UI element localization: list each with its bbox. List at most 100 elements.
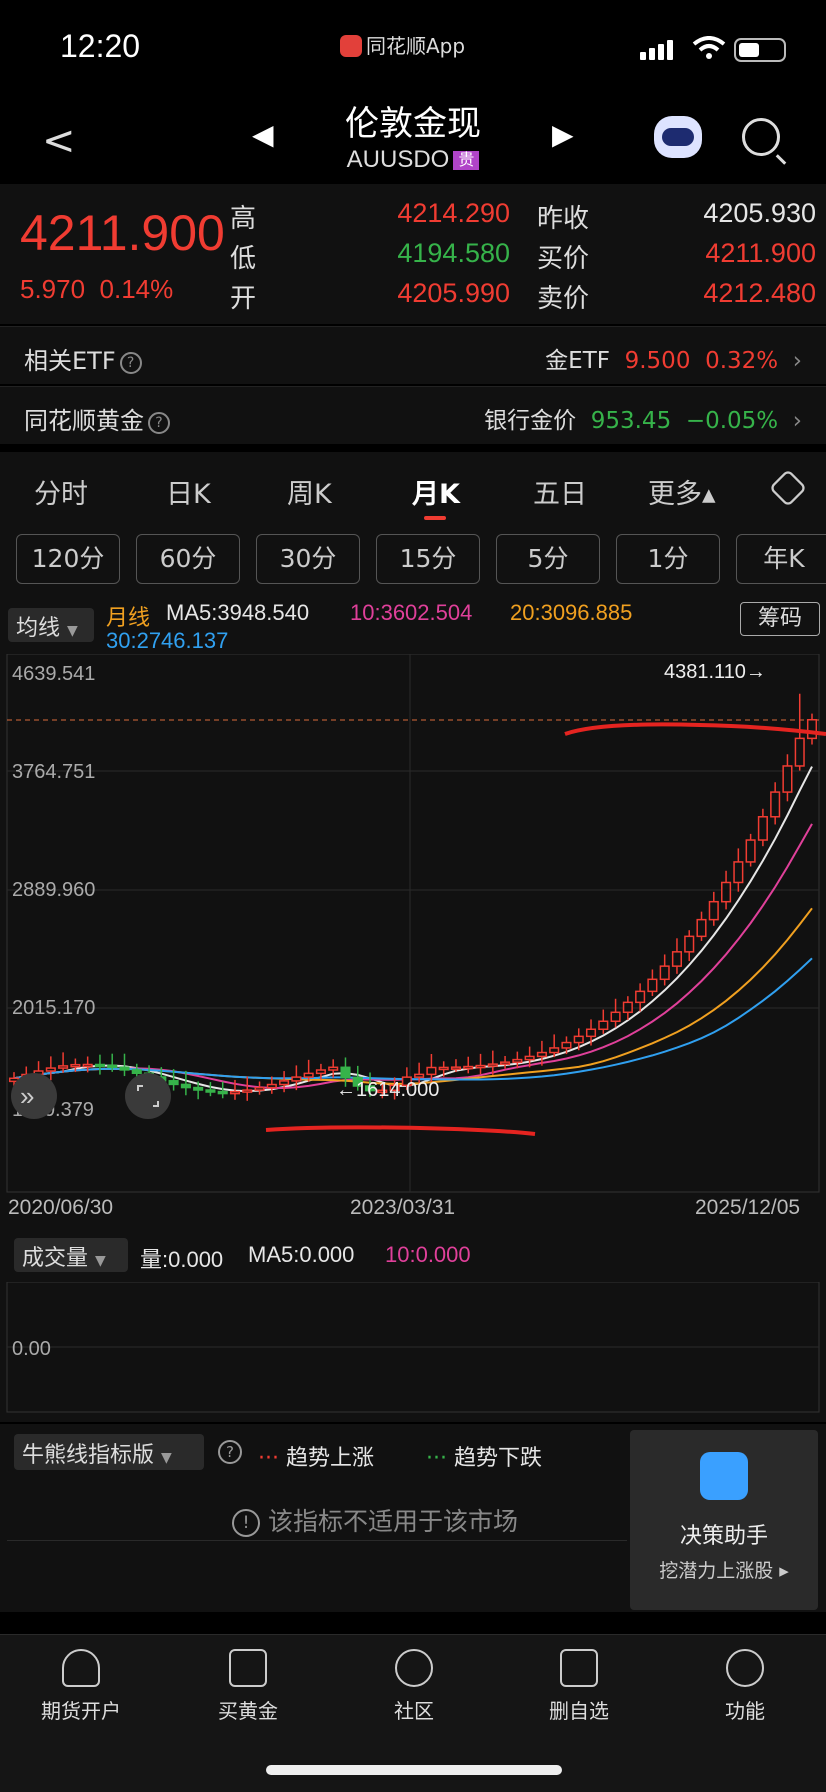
y-tick: 2889.960 (12, 879, 95, 901)
candle-up (266, 1083, 277, 1089)
indicator-panel: 牛熊线指标版 ▼ ? ··· 趋势上涨 ··· 趋势下跌 ! 该指标不适用于该市… (0, 1424, 826, 1612)
ma-selector[interactable]: 均线 ▼ (8, 608, 94, 642)
candle-down (193, 1086, 204, 1091)
indicator-notice: ! 该指标不适用于该市场 (232, 1502, 518, 1538)
vol-ma5: MA5:0.000 (248, 1242, 355, 1267)
decision-assistant-card[interactable]: 决策助手 挖潜力上涨股 ▸ (630, 1430, 818, 1610)
candle-down (168, 1080, 179, 1086)
help-icon[interactable]: ? (119, 352, 142, 374)
change-value: 5.970 (20, 274, 86, 304)
help-icon[interactable]: ? (148, 412, 170, 434)
btn-15min[interactable]: 15分 (376, 534, 480, 584)
prev-close-value: 4205.930 (703, 198, 816, 228)
symbol-code: AUUSDO (346, 146, 450, 173)
ma20-value: 20:3096.885 (510, 600, 633, 625)
annotation-stroke (265, 1125, 536, 1136)
robot-assistant-icon[interactable] (654, 116, 702, 158)
candle-down (119, 1066, 130, 1071)
tab-intraday[interactable]: 分时 (34, 479, 88, 510)
etf-name: 金ETF (545, 348, 610, 374)
cellular-signal-icon (640, 40, 676, 60)
candle-up (401, 1076, 412, 1087)
ask-value: 4212.480 (703, 278, 816, 308)
active-tab-indicator (424, 516, 446, 520)
candle-down (340, 1066, 351, 1079)
tab-more[interactable]: 更多▴ (648, 479, 716, 510)
candle-up (426, 1066, 437, 1076)
nav-community[interactable]: 社区 (349, 1649, 479, 1724)
kline-chart: 4639.541 3764.751 2889.960 2015.170 1140… (6, 654, 826, 1219)
chevron-right-icon: › (792, 408, 802, 434)
person-icon (62, 1649, 100, 1687)
fullscreen-icon (137, 1085, 159, 1107)
candle-up (82, 1063, 93, 1068)
chips-button[interactable]: 筹码 (740, 602, 820, 636)
gold-row[interactable]: 同花顺黄金? 银行金价 953.45 −0.05% › (0, 386, 826, 444)
next-instrument-icon[interactable]: ▶ (552, 118, 574, 151)
candle-up (389, 1084, 400, 1092)
btn-1min[interactable]: 1分 (616, 534, 720, 584)
candle-up (377, 1089, 388, 1094)
vol-ma10: 10:0.000 (385, 1242, 471, 1267)
status-bar: 12:20 同花顺App (0, 0, 826, 96)
ma10-value: 10:3602.504 (350, 600, 473, 625)
assistant-title: 决策助手 (679, 1524, 768, 1549)
candle-up (438, 1066, 449, 1071)
ma30-value: 30:2746.137 (106, 628, 229, 653)
prev-instrument-icon[interactable]: ◀ (252, 118, 274, 151)
tab-daily-k[interactable]: 日K (166, 479, 211, 510)
low-value: 4194.580 (397, 238, 510, 268)
y-tick: 3764.751 (12, 761, 95, 783)
trend-down-legend: ··· 趋势下跌 (426, 1440, 542, 1472)
btn-5min[interactable]: 5分 (496, 534, 600, 584)
settings-hexagon-icon[interactable] (768, 468, 808, 508)
candle-up (254, 1086, 265, 1091)
back-chevron-icon[interactable]: < (42, 118, 76, 164)
btn-60min[interactable]: 60分 (136, 534, 240, 584)
minus-box-icon (560, 1649, 598, 1687)
ma5-value: MA5:3948.540 (166, 600, 310, 625)
indicator-notice-text: 该指标不适用于该市场 (267, 1507, 518, 1536)
document-icon (229, 1649, 267, 1687)
candle-up (487, 1063, 498, 1067)
x-tick: 2020/06/30 (8, 1196, 113, 1219)
candle-up (721, 881, 732, 903)
btn-120min[interactable]: 120分 (16, 534, 120, 584)
ask-label: 卖价 (537, 284, 590, 314)
etf-label: 相关ETF (24, 347, 116, 375)
high-marker: 4381.110→ (664, 661, 766, 683)
help-icon[interactable]: ? (218, 1440, 242, 1464)
nav-label: 删自选 (549, 1699, 609, 1723)
nav-futures-account[interactable]: 期货开户 (16, 1649, 146, 1724)
volume-selector[interactable]: 成交量 ▼ (14, 1238, 128, 1272)
candle-up (414, 1073, 425, 1078)
nav-label: 功能 (725, 1699, 765, 1723)
candle-up (475, 1064, 486, 1069)
candle-up (598, 1020, 609, 1030)
candle-down (352, 1076, 363, 1087)
prev-close-label: 昨收 (537, 204, 590, 234)
tab-weekly-k[interactable]: 周K (287, 479, 332, 510)
volume-selector-label: 成交量 (22, 1246, 89, 1271)
expand-panel-button[interactable] (11, 1073, 57, 1119)
search-icon[interactable] (742, 118, 780, 156)
tab-five-day[interactable]: 五日 (533, 479, 587, 510)
y-tick: 2015.170 (12, 997, 95, 1019)
candle-up (450, 1066, 462, 1070)
ma30-line (13, 957, 813, 1081)
candle-up (328, 1066, 339, 1071)
candle-up (524, 1055, 535, 1061)
candle-up (806, 719, 818, 740)
nav-buy-gold[interactable]: 买黄金 (183, 1649, 313, 1724)
candle-up (684, 935, 695, 953)
etf-row[interactable]: 相关ETF? 金ETF 9.500 0.32% › (0, 326, 826, 384)
nav-remove-watchlist[interactable]: 删自选 (514, 1649, 644, 1724)
fullscreen-button[interactable] (125, 1073, 171, 1119)
volume-panel: 成交量 ▼ 量:0.000 MA5:0.000 10:0.000 0.00 (0, 1230, 826, 1422)
indicator-selector[interactable]: 牛熊线指标版 ▼ (14, 1434, 204, 1470)
nav-functions[interactable]: 功能 (680, 1649, 810, 1724)
candle-up (512, 1058, 523, 1063)
tab-monthly-k[interactable]: 月K (412, 479, 460, 510)
btn-yearly-k[interactable]: 年K (736, 534, 826, 584)
btn-30min[interactable]: 30分 (256, 534, 360, 584)
